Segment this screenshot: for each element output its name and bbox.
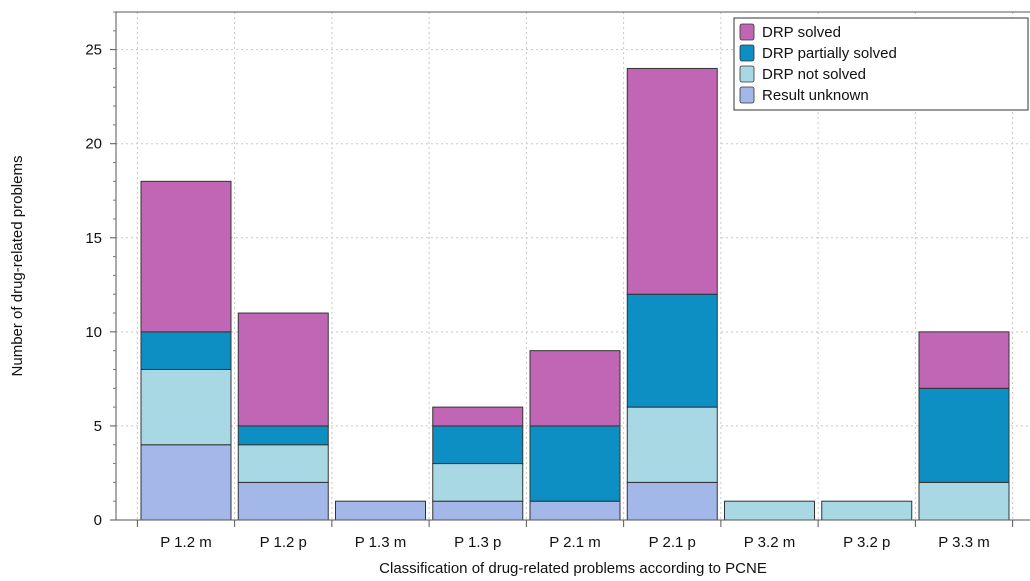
bar-segment xyxy=(140,444,232,521)
bar-segment xyxy=(140,331,232,370)
legend-label: Result unknown xyxy=(762,87,869,104)
y-tick-label: 0 xyxy=(94,512,102,529)
x-tick-label: P 2.1 p xyxy=(649,534,696,551)
bar-segment xyxy=(724,500,815,521)
bar-segment xyxy=(432,500,524,521)
x-ticks: P 1.2 m P 1.2 p P 1.3 m P 1.3 p P 2.1 m P 2.1… xyxy=(136,520,1014,551)
x-tick-label: P 1.3 p xyxy=(454,534,501,551)
bar-segment xyxy=(237,312,329,427)
bar-segment xyxy=(918,481,1010,521)
x-tick-label: P 1.2 p xyxy=(260,534,307,551)
bar-segment xyxy=(626,481,718,521)
y-tick-label: 25 xyxy=(85,42,102,59)
x-tick-label: P 1.3 m xyxy=(355,534,406,551)
bar-segment xyxy=(335,500,426,521)
legend-swatch xyxy=(739,44,755,62)
y-axis-label: Number of drug-related problems xyxy=(9,156,26,377)
legend-label: DRP partially solved xyxy=(762,45,897,62)
legend-swatch xyxy=(739,23,755,41)
y-tick-label: 5 xyxy=(94,418,102,435)
bar-segment xyxy=(529,425,621,502)
bar-segment xyxy=(626,67,718,295)
y-tick-label: 15 xyxy=(85,230,102,247)
legend-swatch xyxy=(739,86,755,104)
bar-segment xyxy=(529,500,621,521)
x-tick-label: P 2.1 m xyxy=(549,534,600,551)
legend-label: DRP solved xyxy=(762,24,841,41)
bar-segment xyxy=(140,180,232,333)
legend-box xyxy=(733,17,1029,111)
bar-segment xyxy=(237,425,329,446)
bar-segment xyxy=(432,463,524,502)
x-tick-label: P 3.2 m xyxy=(744,534,795,551)
legend-label: DRP not solved xyxy=(762,66,866,83)
x-tick-label: P 3.3 m xyxy=(938,534,989,551)
y-tick-label: 20 xyxy=(85,136,102,153)
legend: DRP solved DRP partially solved DRP not so… xyxy=(733,17,1029,111)
bar-segment xyxy=(626,293,718,408)
bar-segment xyxy=(821,500,913,521)
x-tick-label: P 1.2 m xyxy=(160,534,211,551)
bar-segment xyxy=(237,481,329,521)
bar-segment xyxy=(529,350,621,427)
bar-segment xyxy=(237,444,329,483)
bar-segment xyxy=(626,406,718,483)
x-axis-label: Classification of drug-related problems … xyxy=(379,560,767,577)
y-ticks: 0 5 10 15 20 25 xyxy=(85,11,116,529)
legend-swatch xyxy=(739,65,755,83)
y-tick-label: 10 xyxy=(85,324,102,341)
x-tick-label: P 3.2 p xyxy=(843,534,890,551)
bar-segment xyxy=(432,425,524,465)
bar-segment xyxy=(918,387,1010,483)
bar-segment xyxy=(140,368,232,446)
bar-segment xyxy=(918,331,1010,389)
bars xyxy=(140,67,1010,521)
axes xyxy=(115,11,1030,521)
bar-segment xyxy=(432,406,524,427)
